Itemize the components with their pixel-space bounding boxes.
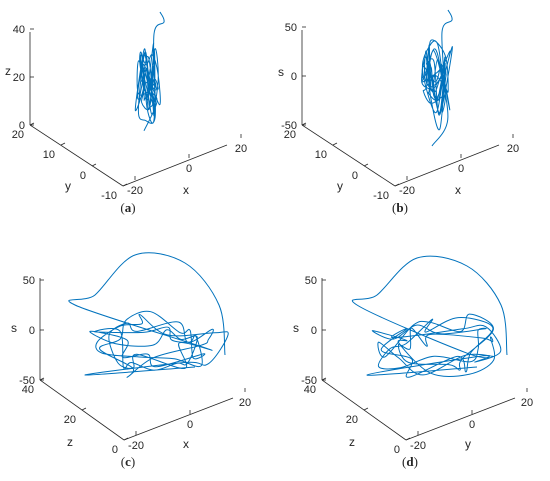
depth-tick bbox=[60, 142, 66, 146]
depth-tick-label: 0 bbox=[80, 170, 86, 182]
depth-axis-line bbox=[301, 124, 396, 187]
vertical-tick-label: 20 bbox=[13, 72, 25, 84]
depth-tick-label: 0 bbox=[352, 170, 358, 182]
vertical-axis-label: z bbox=[5, 64, 11, 78]
horizontal-tick-label: 0 bbox=[187, 419, 193, 431]
panel-caption: (d) bbox=[402, 454, 418, 469]
vertical-tick-label: 50 bbox=[285, 22, 297, 34]
horizontal-tick-label: 20 bbox=[521, 397, 533, 409]
vertical-axis-label: s bbox=[11, 321, 17, 335]
horizontal-tick-label: -20 bbox=[410, 440, 426, 452]
horizontal-tick-label: -20 bbox=[128, 440, 144, 452]
horizontal-axis-line bbox=[122, 144, 228, 187]
depth-axis-label: y bbox=[65, 179, 71, 193]
depth-tick bbox=[363, 163, 369, 167]
vertical-tick-label: 0 bbox=[311, 325, 317, 337]
depth-tick-label: 0 bbox=[394, 444, 400, 456]
depth-tick bbox=[81, 407, 87, 411]
horizontal-tick-label: -20 bbox=[399, 185, 415, 197]
vertical-tick-label: 50 bbox=[305, 275, 317, 287]
depth-tick bbox=[29, 122, 35, 126]
horizontal-tick-label: 0 bbox=[458, 163, 464, 175]
horizontal-tick-label: 20 bbox=[507, 143, 519, 155]
depth-tick bbox=[122, 183, 128, 187]
vertical-axis-label: s bbox=[278, 65, 284, 79]
depth-tick-label: 40 bbox=[304, 384, 316, 396]
horizontal-axis-label: x bbox=[183, 437, 189, 451]
depth-axis-label: y bbox=[337, 179, 343, 193]
trajectory-line bbox=[421, 9, 453, 147]
depth-tick bbox=[123, 437, 129, 441]
depth-tick-label: -10 bbox=[101, 190, 117, 202]
vertical-tick-label: -50 bbox=[301, 375, 317, 387]
depth-tick bbox=[301, 122, 307, 126]
vertical-tick-label: 0 bbox=[19, 120, 25, 132]
chart-panel-c: -50 0 50 40 20 0 -20 0 20 s z x (c) bbox=[11, 252, 251, 469]
depth-axis-line bbox=[29, 124, 124, 187]
depth-tick bbox=[39, 377, 45, 381]
depth-axis-label: z bbox=[349, 435, 355, 449]
depth-tick-label: 40 bbox=[22, 384, 34, 396]
depth-tick-label: 20 bbox=[64, 414, 76, 426]
horizontal-tick-label: 20 bbox=[239, 397, 251, 409]
vertical-tick-label: 50 bbox=[23, 275, 35, 287]
trajectory-line bbox=[351, 255, 508, 378]
depth-tick-label: 20 bbox=[284, 129, 296, 141]
horizontal-axis-label: y bbox=[465, 437, 471, 451]
depth-tick-label: 10 bbox=[43, 149, 55, 161]
depth-tick bbox=[394, 183, 400, 187]
vertical-axis-label: s bbox=[293, 321, 299, 335]
panel-caption: (a) bbox=[120, 200, 135, 215]
vertical-tick-label: 0 bbox=[291, 71, 297, 83]
horizontal-tick-label: 20 bbox=[235, 143, 247, 155]
horizontal-axis-line bbox=[405, 397, 516, 441]
vertical-tick-label: 40 bbox=[13, 24, 25, 36]
trajectory-line bbox=[68, 252, 229, 378]
depth-tick bbox=[91, 163, 97, 167]
depth-tick-label: 0 bbox=[112, 444, 118, 456]
horizontal-axis-label: x bbox=[455, 183, 461, 197]
depth-tick bbox=[332, 142, 338, 146]
chart-panel-d: -50 0 50 40 20 0 -20 0 20 s z y (d) bbox=[293, 255, 533, 469]
chart-panel-b: -50 0 50 20 10 0 -10 -20 0 20 s y x (b) bbox=[278, 9, 519, 215]
trajectory-line bbox=[134, 11, 165, 132]
horizontal-tick-label: -20 bbox=[127, 185, 143, 197]
depth-tick-label: -10 bbox=[373, 190, 389, 202]
depth-axis-label: z bbox=[67, 435, 73, 449]
depth-tick-label: 10 bbox=[315, 149, 327, 161]
vertical-tick-label: -50 bbox=[19, 375, 35, 387]
vertical-tick-label: 0 bbox=[29, 325, 35, 337]
depth-tick bbox=[405, 437, 411, 441]
horizontal-axis-line bbox=[123, 397, 234, 441]
horizontal-tick-label: 0 bbox=[186, 163, 192, 175]
depth-tick bbox=[363, 407, 369, 411]
horizontal-tick-label: 0 bbox=[469, 419, 475, 431]
depth-tick-label: 20 bbox=[346, 414, 358, 426]
depth-tick bbox=[321, 377, 327, 381]
horizontal-axis-line bbox=[394, 144, 500, 187]
panel-caption: (b) bbox=[392, 200, 408, 215]
horizontal-axis-label: x bbox=[183, 183, 189, 197]
panel-caption: (c) bbox=[121, 454, 135, 469]
depth-tick-label: 20 bbox=[12, 129, 24, 141]
vertical-tick-label: -50 bbox=[281, 120, 297, 132]
